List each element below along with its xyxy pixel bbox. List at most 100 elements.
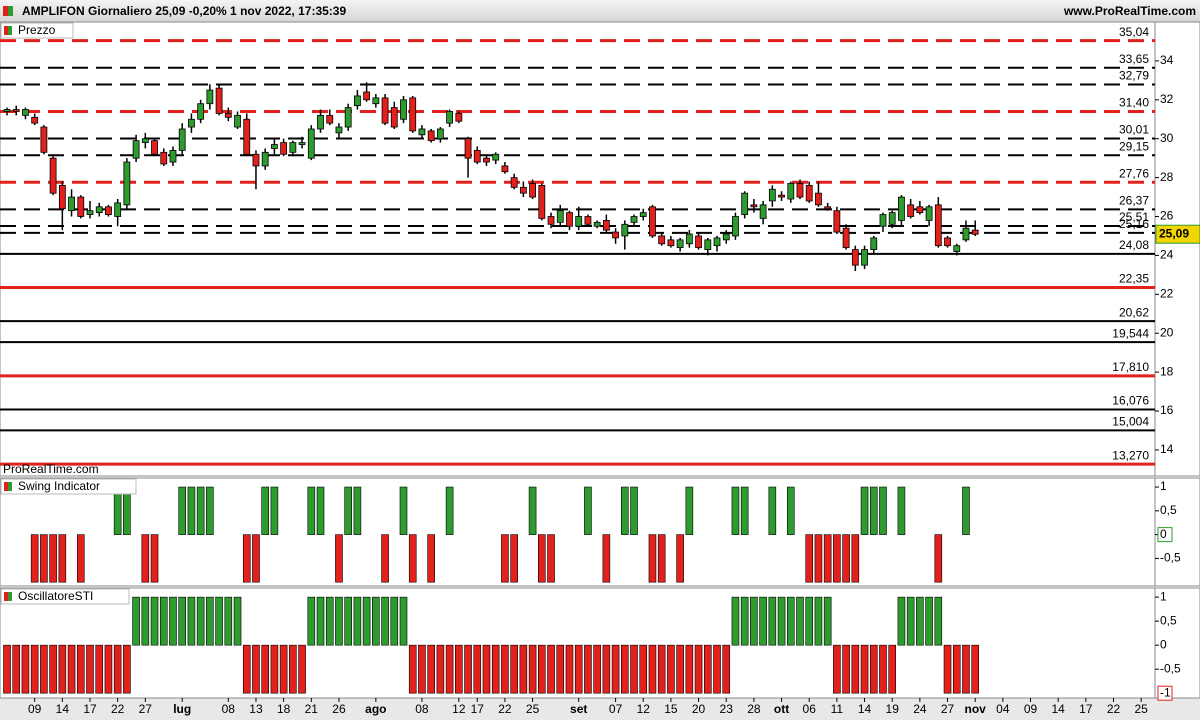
header-title: AMPLIFON Giornaliero 25,09 -0,20% 1 nov … <box>22 4 346 18</box>
last-value-label: 0 <box>1160 527 1167 541</box>
candle-body <box>704 239 712 250</box>
candle-body <box>446 111 454 124</box>
indicator-bar <box>823 534 832 583</box>
candle-body <box>307 128 315 159</box>
candle-body <box>427 130 435 142</box>
panel-title[interactable]: Swing Indicator <box>18 479 100 493</box>
candle-body <box>556 210 564 223</box>
indicator-bar <box>381 534 389 583</box>
candle-body <box>888 212 896 225</box>
indicator-bar <box>621 486 629 535</box>
indicator-bar <box>215 596 223 646</box>
indicator-bar <box>86 644 94 694</box>
y-tick-label: 30 <box>1160 131 1174 145</box>
x-tick-label: 19 <box>886 702 900 716</box>
indicator-bar <box>279 644 288 694</box>
candle-body <box>962 227 970 241</box>
panel-title-bg <box>0 588 130 605</box>
indicator-bar <box>335 596 343 646</box>
indicator-bar <box>657 534 666 583</box>
indicator-bar <box>132 596 140 646</box>
indicator-bar <box>750 596 758 646</box>
candle-body <box>713 237 721 247</box>
y-tick-label: 1 <box>1160 479 1167 493</box>
header-site[interactable]: www.ProRealTime.com <box>1063 4 1196 18</box>
indicator-bar <box>842 644 850 694</box>
indicator-bar <box>943 644 952 694</box>
indicator-bar <box>344 486 352 535</box>
candle-body <box>261 151 269 167</box>
y-tick-label: -0,5 <box>1160 661 1181 675</box>
candle-body <box>169 149 177 163</box>
indicator-bar <box>455 644 463 694</box>
x-tick-label: 09 <box>1024 702 1038 716</box>
indicator-bar <box>833 644 841 694</box>
indicator-bar <box>178 486 187 535</box>
candle-body <box>971 229 979 235</box>
candle-body <box>215 87 223 114</box>
last-value-box <box>1157 527 1173 543</box>
candle-body <box>224 113 232 118</box>
candle-body <box>22 109 29 116</box>
x-tick-label: 17 <box>83 702 97 716</box>
candle-body <box>436 128 444 140</box>
x-tick-label: 25 <box>1134 702 1148 716</box>
indicator-bar <box>30 644 39 694</box>
x-tick-label: 17 <box>1079 702 1093 716</box>
candle-body <box>12 109 20 112</box>
candle-body <box>547 216 555 225</box>
indicator-bar <box>685 486 694 535</box>
candle-body <box>778 194 785 198</box>
indicator-bar <box>123 644 131 694</box>
indicator-bar <box>464 644 472 694</box>
x-tick-label: 04 <box>996 702 1010 716</box>
indicator-bar <box>584 486 592 535</box>
level-label: 33,65 <box>1119 52 1149 66</box>
x-tick-label: ago <box>365 702 386 716</box>
indicator-bar <box>565 644 574 694</box>
x-tick-label: set <box>570 702 587 716</box>
x-tick-label: 22 <box>1107 702 1121 716</box>
candle-body <box>768 188 776 202</box>
x-tick-label: 21 <box>305 702 319 716</box>
x-axis-bar <box>0 698 1200 720</box>
y-tick-label: 32 <box>1160 92 1174 106</box>
candle-body <box>842 227 850 249</box>
indicator-bar <box>869 486 878 535</box>
last-value-box <box>1157 685 1173 701</box>
candle-body <box>353 95 361 107</box>
candle-body <box>667 239 675 247</box>
candle-body <box>658 235 666 245</box>
indicator-bar <box>768 596 777 646</box>
level-label: 19,544 <box>1112 326 1149 340</box>
indicator-bar <box>731 486 740 535</box>
indicator-bar <box>104 644 113 694</box>
level-label: 31,40 <box>1119 96 1149 110</box>
indicator-bar <box>510 534 518 583</box>
y-tick-label: 26 <box>1160 209 1174 223</box>
x-tick-label: 27 <box>941 702 955 716</box>
indicator-bar <box>224 596 233 646</box>
candle-body <box>473 149 481 163</box>
candle-body <box>40 126 48 153</box>
indicator-bar <box>49 644 57 694</box>
candle-body <box>584 216 592 225</box>
indicator-bar <box>860 644 869 694</box>
x-tick-label: 22 <box>111 702 125 716</box>
indicator-bar <box>427 534 435 583</box>
panel-title[interactable]: Prezzo <box>18 23 56 37</box>
panel-title[interactable]: OscillatoreSTI <box>18 589 93 603</box>
x-tick-label: 07 <box>609 702 623 716</box>
indicator-bar <box>879 644 887 694</box>
candle-body <box>833 210 841 233</box>
candle-body <box>612 231 619 239</box>
candle-body <box>676 239 684 249</box>
y-tick-label: -0,5 <box>1160 551 1181 565</box>
indicator-bar <box>510 644 518 694</box>
x-tick-label: 06 <box>803 702 817 716</box>
indicator-bar <box>95 644 104 694</box>
indicator-bar <box>648 534 657 583</box>
candle-body <box>934 204 942 247</box>
indicator-bar <box>242 534 251 583</box>
level-label: 22,35 <box>1119 272 1149 286</box>
